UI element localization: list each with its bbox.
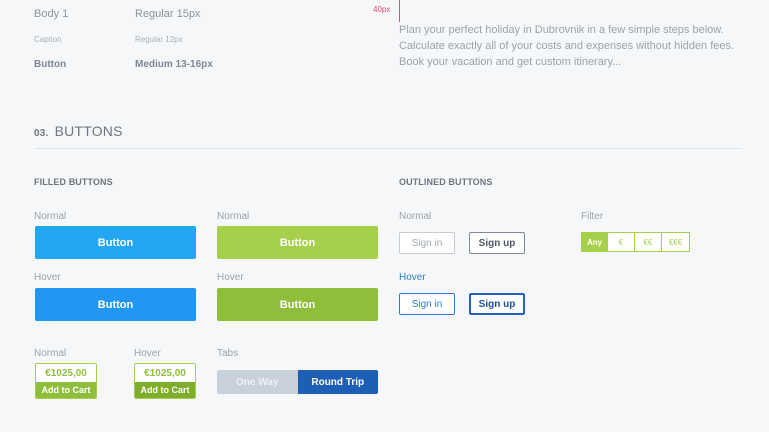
price-filter: Any € €€ €€€ — [581, 232, 690, 252]
sign-up-button-hover[interactable]: Sign up — [469, 293, 525, 315]
type-spec-button: Medium 13-16px — [135, 59, 213, 70]
section-title: 03. BUTTONS — [34, 123, 123, 139]
tabs-label: Tabs — [217, 348, 239, 359]
paragraph-line: Calculate exactly all of your costs and … — [399, 40, 735, 52]
add-to-cart-button-normal[interactable]: €1025,00 Add to Cart — [35, 363, 97, 399]
spacing-marker-label: 40px — [373, 5, 391, 14]
filled-green-button-hover[interactable]: Button — [217, 288, 378, 321]
sign-up-button-normal[interactable]: Sign up — [469, 232, 525, 254]
filter-label: Filter — [581, 211, 604, 222]
filled-blue-hover-label: Hover — [34, 272, 61, 283]
filter-option-1[interactable]: € — [608, 232, 635, 252]
cart-price: €1025,00 — [45, 367, 87, 379]
filter-option-3[interactable]: €€€ — [662, 232, 690, 252]
type-name-body1: Body 1 — [34, 8, 69, 20]
filled-green-normal-label: Normal — [217, 211, 250, 222]
filter-option-2[interactable]: €€ — [635, 232, 662, 252]
section-title-text: BUTTONS — [54, 123, 123, 139]
type-spec-body1: Regular 15px — [135, 8, 201, 20]
cart-hover-label: Hover — [134, 348, 161, 359]
filled-blue-button-normal[interactable]: Button — [35, 226, 196, 259]
filled-blue-button-hover[interactable]: Button — [35, 288, 196, 321]
type-name-caption: Caption — [34, 35, 62, 44]
outlined-normal-label: Normal — [399, 211, 432, 222]
tab-round-trip[interactable]: Round Trip — [297, 370, 378, 394]
sign-in-button-normal[interactable]: Sign in — [399, 232, 455, 254]
paragraph-line: Book your vacation and get custom itiner… — [399, 56, 622, 68]
trip-type-tabs: One Way Round Trip — [217, 370, 378, 394]
type-spec-caption: Regular 12px — [135, 35, 183, 44]
tab-one-way[interactable]: One Way — [217, 370, 298, 394]
cart-add-label: Add to Cart — [135, 382, 195, 398]
sign-in-button-hover[interactable]: Sign in — [399, 293, 455, 315]
section-number: 03. — [34, 128, 49, 139]
outlined-hover-label: Hover — [399, 272, 426, 283]
cart-price: €1025,00 — [144, 367, 186, 379]
outlined-buttons-title: OUTLINED BUTTONS — [399, 177, 493, 187]
filled-green-button-normal[interactable]: Button — [217, 226, 378, 259]
filled-blue-normal-label: Normal — [34, 211, 67, 222]
cart-normal-label: Normal — [34, 348, 67, 359]
filled-green-hover-label: Hover — [217, 272, 244, 283]
sample-paragraph: Plan your perfect holiday in Dubrovnik i… — [399, 22, 739, 70]
cart-add-label: Add to Cart — [36, 382, 96, 398]
filled-buttons-title: FILLED BUTTONS — [34, 177, 113, 187]
filter-option-any[interactable]: Any — [581, 232, 608, 252]
type-name-button: Button — [34, 59, 67, 70]
paragraph-line: Plan your perfect holiday in Dubrovnik i… — [399, 24, 724, 36]
section-divider — [34, 148, 742, 149]
add-to-cart-button-hover[interactable]: €1025,00 Add to Cart — [134, 363, 196, 399]
spacing-marker-line — [399, 0, 400, 22]
